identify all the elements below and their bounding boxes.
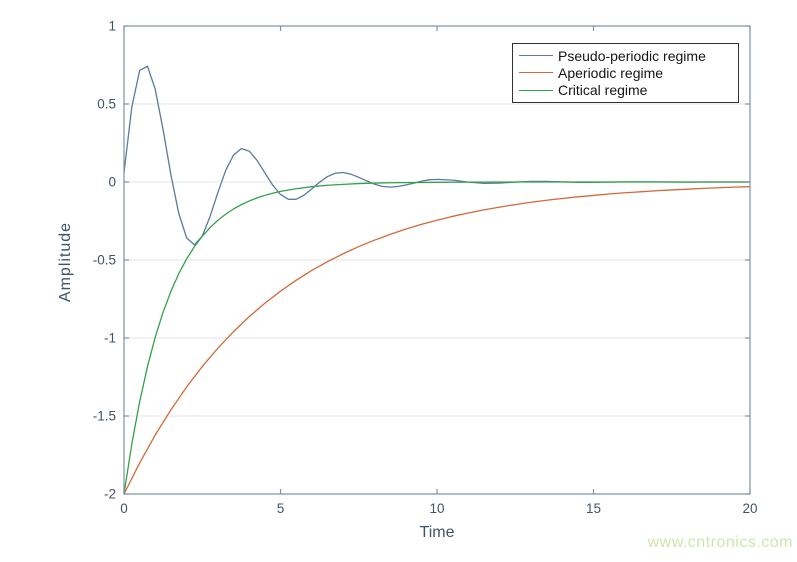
y-tick-labels: 1 0.5 0 -0.5 -1 -1.5 -2 [93,19,116,502]
series-lines [123,65,751,495]
x-tick-label: 5 [277,501,285,516]
legend-line-sample [519,89,553,91]
x-tick-label: 15 [586,501,601,516]
legend-row-1: Aperiodic regime [513,65,738,81]
y-tick-label: 0.5 [97,97,116,112]
legend-row-2: Critical regime [513,82,738,98]
legend-label: Critical regime [558,82,648,99]
y-tick-label: 0 [108,175,116,190]
y-tick-label: -0.5 [93,253,116,268]
y-tick-label: -2 [104,487,116,502]
legend-row-0: Pseudo-periodic regime [513,48,738,64]
watermark-text: www.cntronics.com [647,534,793,551]
x-tick-labels: 0 5 10 15 20 [120,501,757,516]
series-line-2 [123,181,751,495]
y-tick-label: 1 [108,19,116,34]
axis-ticks [123,25,751,495]
x-tick-label: 20 [742,501,757,516]
legend: Pseudo-periodic regime Aperiodic regime Cr… [512,43,739,103]
y-axis-label: Amplitude [57,221,74,303]
y-tick-label: -1.5 [93,409,116,424]
x-tick-label: 0 [120,501,128,516]
legend-line-sample [519,72,553,74]
x-tick-label: 10 [429,501,444,516]
legend-line-sample [519,55,553,57]
legend-label: Pseudo-periodic regime [558,47,706,64]
legend-label: Aperiodic regime [558,64,664,81]
gridlines [125,103,749,417]
x-axis-label: Time [419,524,455,541]
series-line-1 [123,186,751,495]
y-tick-label: -1 [104,331,116,346]
